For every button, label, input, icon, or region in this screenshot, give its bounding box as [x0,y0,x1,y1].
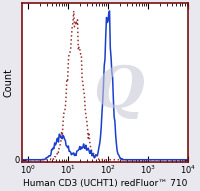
X-axis label: Human CD3 (UCHT1) redFluor™ 710: Human CD3 (UCHT1) redFluor™ 710 [23,179,187,188]
Y-axis label: Count: Count [3,68,13,97]
Text: Q: Q [93,64,144,121]
